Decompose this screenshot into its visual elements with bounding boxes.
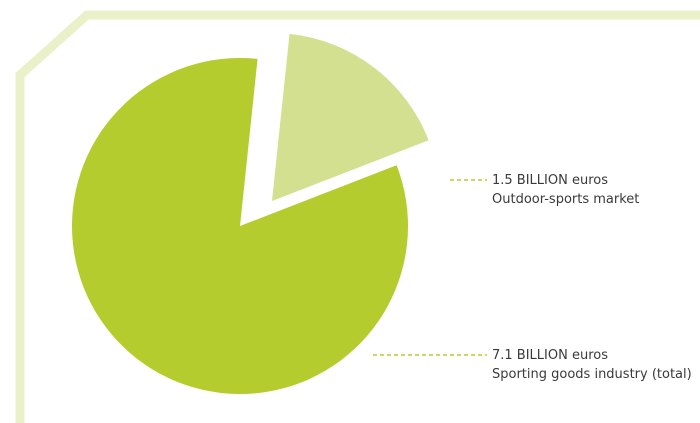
data-label-sporting-goods-value: 7.1 BILLION euros (492, 348, 608, 363)
data-label-sporting-goods-description: Sporting goods industry (total) (492, 367, 692, 382)
data-label-outdoor-description: Outdoor-sports market (492, 192, 639, 207)
pie-slice-sporting-goods-industry (72, 58, 409, 395)
pie-slice-outdoor-sports-market (272, 33, 429, 202)
decorative-frame (15, 10, 700, 423)
data-label-outdoor-value: 1.5 BILLION euros (492, 173, 608, 188)
